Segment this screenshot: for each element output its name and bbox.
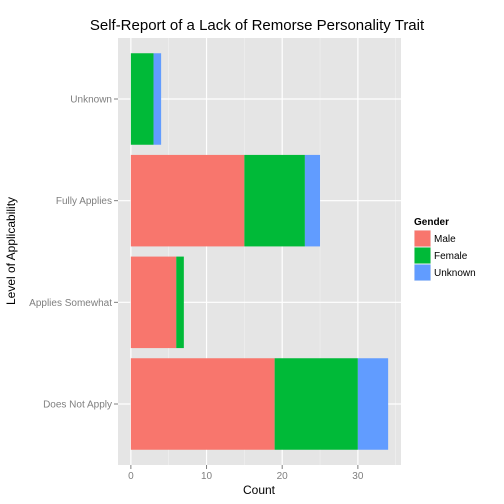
legend-key [414,230,431,247]
y-tick-label: Applies Somewhat [29,298,112,309]
bar-segment [130,358,275,450]
legend-label: Female [434,251,468,262]
y-tick-label: Fully Applies [56,196,112,207]
legend-key [414,247,431,264]
bar-segment [244,154,305,247]
x-tick-label: 20 [277,471,289,482]
bar-segment [130,154,245,247]
bar-segment [274,358,358,450]
x-axis-title: Count [243,483,276,497]
x-tick-label: 30 [352,471,364,482]
bar-segment [176,256,184,349]
x-tick-label: 0 [128,471,134,482]
bar-segment [130,53,154,145]
legend-label: Male [434,234,456,245]
legend-key [414,264,431,281]
legend-title: Gender [414,217,449,228]
bar-segment [153,53,162,145]
y-tick-label: Does Not Apply [43,400,112,411]
x-tick-label: 10 [201,471,213,482]
legend: Gender Male Female Unknown [414,217,476,281]
chart-title: Self-Report of a Lack of Remorse Persona… [90,17,425,34]
bar-segment [130,256,177,349]
bar-segment [304,154,321,247]
x-axis-ticks: 0 10 20 30 [128,465,364,482]
y-tick-label: Unknown [70,95,112,106]
bars [130,53,389,450]
bar-segment [357,358,389,450]
y-axis-title: Level of Applicability [4,197,18,305]
legend-label: Unknown [434,268,476,279]
y-axis-ticks: Does Not Apply Applies Somewhat Fully Appl… [29,95,118,411]
